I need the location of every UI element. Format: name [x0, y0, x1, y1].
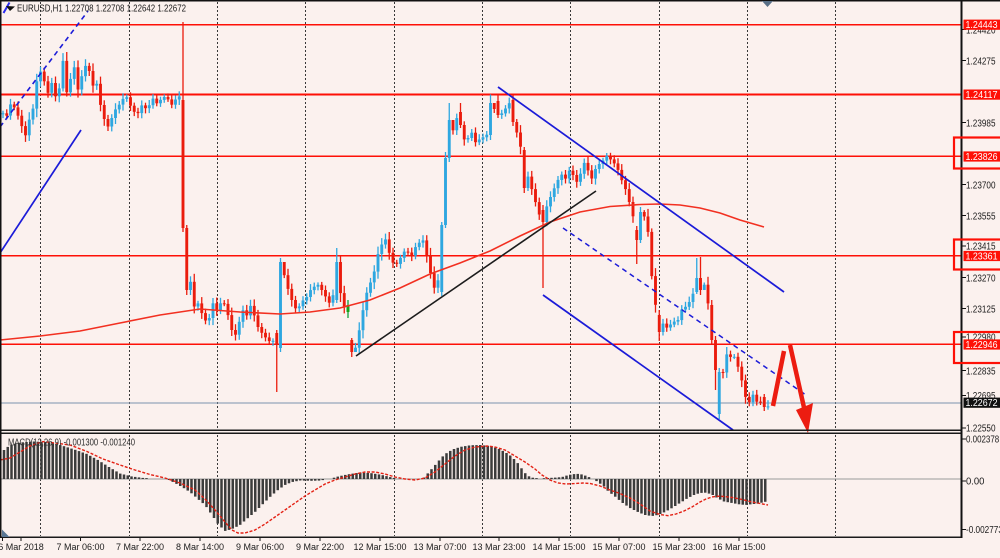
svg-text:9 Mar 06:00: 9 Mar 06:00: [236, 542, 284, 552]
svg-text:13 Mar 07:00: 13 Mar 07:00: [413, 542, 466, 552]
svg-text:1.23270: 1.23270: [966, 273, 996, 284]
svg-text:12 Mar 15:00: 12 Mar 15:00: [353, 542, 406, 552]
svg-text:8 Mar 14:00: 8 Mar 14:00: [176, 542, 224, 552]
svg-text:1.23700: 1.23700: [966, 180, 996, 191]
svg-text:1.22695: 1.22695: [966, 391, 996, 402]
svg-text:0.002378: 0.002378: [966, 435, 1000, 446]
svg-text:6 Mar 2018: 6 Mar 2018: [0, 542, 44, 552]
svg-text:1.22980: 1.22980: [966, 333, 996, 344]
svg-text:1.23826: 1.23826: [966, 152, 998, 163]
svg-text:1.23555: 1.23555: [966, 211, 996, 222]
svg-text:13 Mar 23:00: 13 Mar 23:00: [472, 542, 525, 552]
svg-text:1.23125: 1.23125: [966, 304, 996, 315]
svg-text:1.23985: 1.23985: [966, 118, 996, 129]
svg-text:1.23361: 1.23361: [966, 252, 998, 263]
svg-text:16 Mar 15:00: 16 Mar 15:00: [712, 542, 765, 552]
svg-text:0.00: 0.00: [966, 477, 985, 488]
svg-text:1.22835: 1.22835: [966, 366, 996, 377]
svg-text:1.24443: 1.24443: [966, 20, 998, 31]
svg-text:9 Mar 22:00: 9 Mar 22:00: [296, 542, 344, 552]
svg-text:1.24420: 1.24420: [966, 25, 996, 36]
svg-text:1.24117: 1.24117: [966, 90, 998, 101]
svg-text:EURUSD,H1 1.22708 1.22708 1.2: EURUSD,H1 1.22708 1.22708 1.22642 1.2267…: [17, 3, 186, 14]
svg-text:14 Mar 15:00: 14 Mar 15:00: [532, 542, 585, 552]
svg-text:7 Mar 22:00: 7 Mar 22:00: [116, 542, 164, 552]
svg-text:1.23415: 1.23415: [966, 242, 996, 253]
svg-text:7 Mar 06:00: 7 Mar 06:00: [56, 542, 104, 552]
svg-text:1.22946: 1.22946: [966, 340, 998, 351]
svg-text:MACD(12,26,9) -0.001300 -0.001: MACD(12,26,9) -0.001300 -0.001240: [8, 438, 135, 449]
svg-text:-0.002773: -0.002773: [966, 525, 1000, 536]
svg-text:15 Mar 23:00: 15 Mar 23:00: [652, 542, 705, 552]
svg-text:1.22550: 1.22550: [966, 424, 996, 435]
svg-text:1.22672: 1.22672: [966, 398, 998, 409]
svg-text:15 Mar 07:00: 15 Mar 07:00: [592, 542, 645, 552]
svg-text:1.24275: 1.24275: [966, 56, 996, 67]
